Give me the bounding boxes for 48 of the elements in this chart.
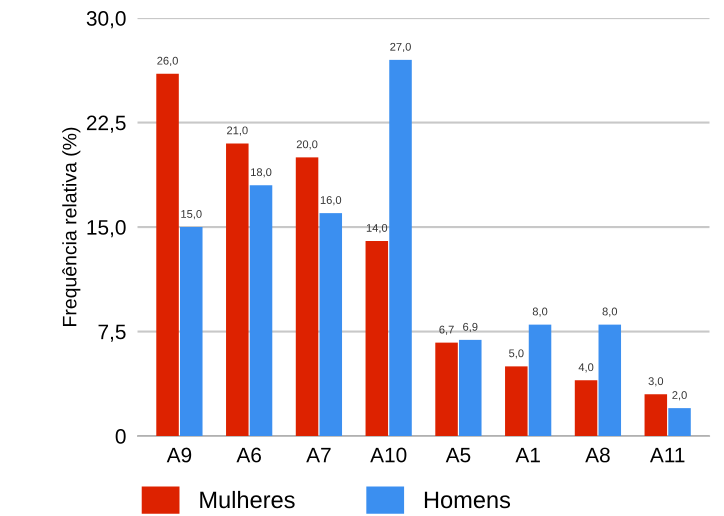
data-label: 6,9 bbox=[463, 322, 478, 332]
data-label: 14,0 bbox=[366, 224, 388, 234]
bar bbox=[156, 74, 179, 436]
bar bbox=[574, 380, 598, 436]
y-tick-label: 15,0 bbox=[87, 220, 126, 238]
data-label: 15,0 bbox=[181, 210, 202, 220]
bar bbox=[180, 227, 203, 436]
data-label: 5,0 bbox=[509, 349, 524, 359]
y-tick-label: 0 bbox=[116, 429, 126, 444]
bar bbox=[505, 366, 528, 436]
y-tick-label: 22,5 bbox=[86, 116, 126, 133]
data-label: 20,0 bbox=[296, 140, 318, 150]
bar bbox=[250, 185, 272, 436]
data-label: 18,0 bbox=[251, 168, 272, 178]
data-label: 21,0 bbox=[227, 126, 248, 136]
bar bbox=[389, 60, 412, 436]
x-tick-label: A5 bbox=[446, 448, 470, 462]
data-label: 8,0 bbox=[532, 308, 548, 317]
bar bbox=[226, 143, 249, 436]
x-tick-label: A6 bbox=[236, 448, 261, 462]
x-tick-label: A1 bbox=[515, 448, 540, 462]
data-label: 26,0 bbox=[157, 56, 178, 66]
x-tick-label: A9 bbox=[166, 448, 192, 462]
bar bbox=[668, 408, 691, 436]
bar bbox=[644, 394, 668, 436]
data-label: 2,0 bbox=[672, 391, 687, 400]
x-tick-label: A7 bbox=[306, 448, 331, 462]
data-label: 16,0 bbox=[320, 196, 342, 206]
bar bbox=[296, 157, 318, 436]
x-tick-label: A8 bbox=[585, 448, 610, 462]
bar bbox=[459, 340, 482, 436]
x-tick-label: A10 bbox=[370, 448, 406, 462]
bar bbox=[366, 240, 388, 436]
legend-label: Mulheres bbox=[200, 490, 295, 508]
y-tick-label: 7,5 bbox=[98, 324, 126, 342]
bar bbox=[598, 324, 622, 436]
data-label: 6,7 bbox=[439, 326, 454, 335]
data-label: 3,0 bbox=[648, 377, 664, 386]
bar bbox=[435, 342, 458, 436]
data-label: 8,0 bbox=[602, 308, 618, 317]
x-tick-label: A11 bbox=[650, 448, 684, 462]
bar bbox=[320, 213, 342, 436]
y-axis-title: Frequência relativa (%) bbox=[62, 128, 80, 326]
y-tick-label: 30,0 bbox=[86, 11, 126, 28]
data-label: 27,0 bbox=[390, 42, 411, 52]
data-label: 4,0 bbox=[578, 363, 594, 372]
legend-label: Homens bbox=[424, 492, 510, 508]
bar bbox=[528, 324, 552, 436]
